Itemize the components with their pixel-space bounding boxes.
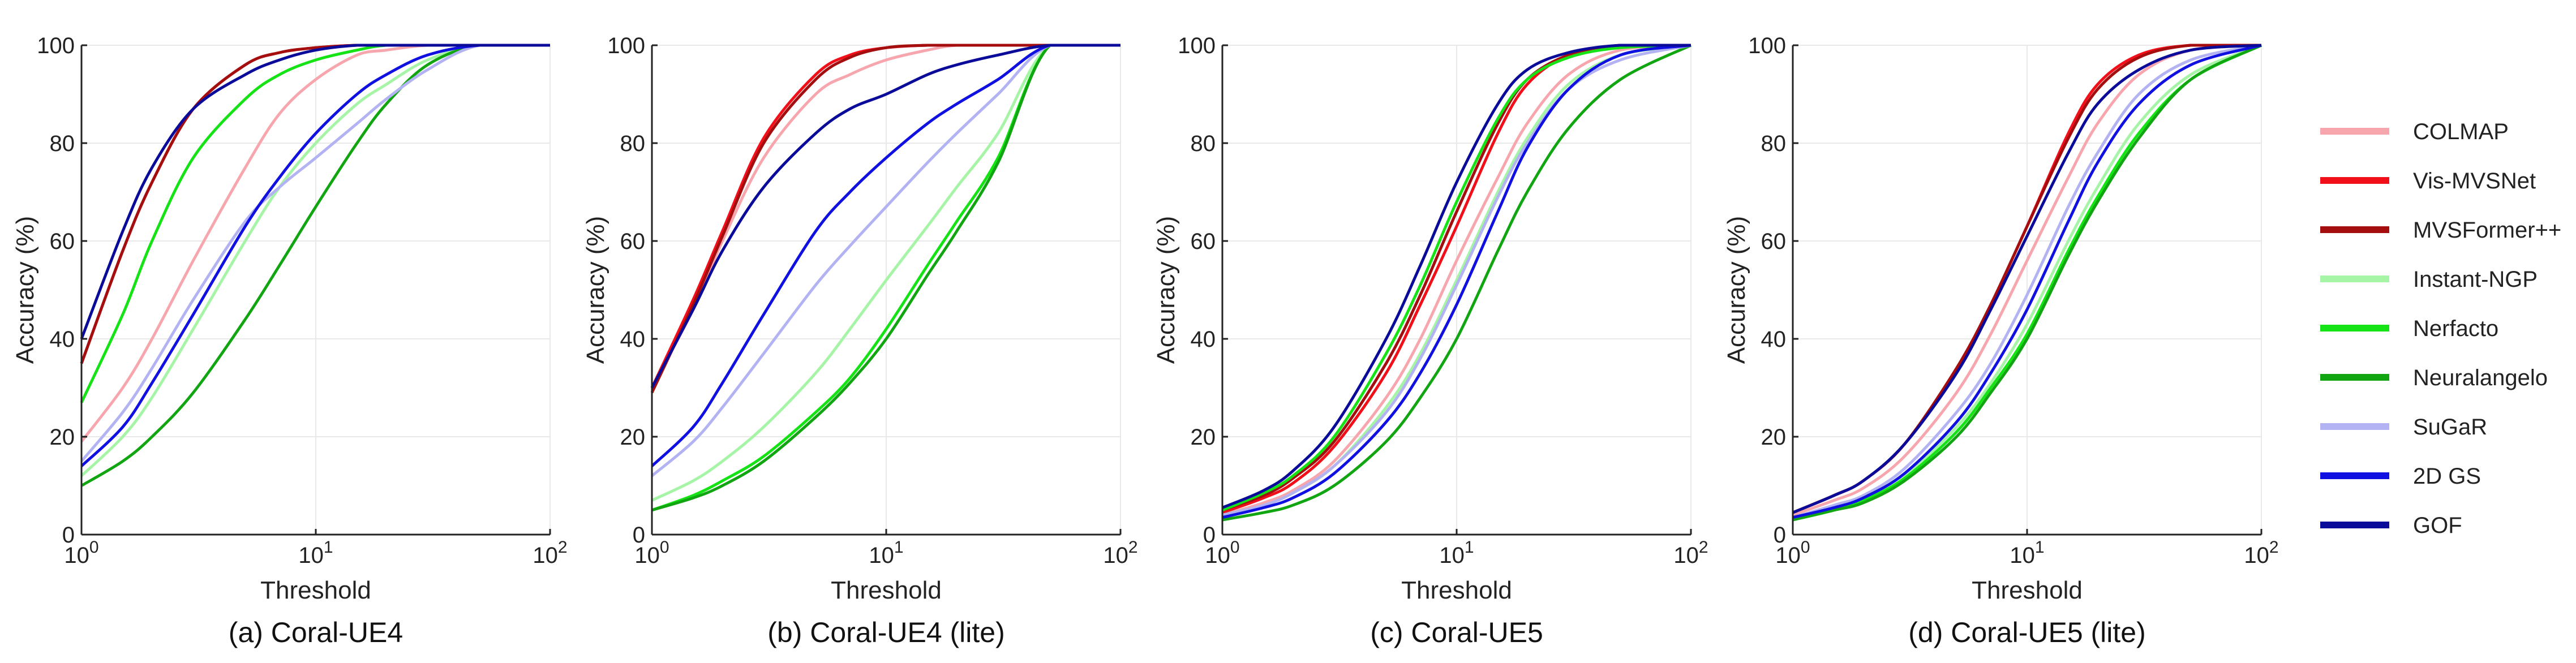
x-tick-label: 101	[1439, 538, 1474, 568]
y-axis-label: Accuracy (%)	[11, 216, 39, 364]
chart-panel-3: 0 20 40 60 80 100 100 101 102 Threshold Accuracy (…	[1152, 33, 1708, 648]
y-tick-label: 80	[50, 131, 75, 156]
y-tick-label: 60	[50, 229, 75, 254]
y-tick-label: 40	[1191, 327, 1216, 352]
chart-panel-1: 0 20 40 60 80 100 100 101 102 Threshold Accuracy (…	[11, 33, 568, 648]
x-tick-label: 100	[1775, 538, 1810, 568]
y-tick-label: 60	[1191, 229, 1216, 254]
series-line-neuralangelo	[80, 44, 550, 487]
y-tick-label: 100	[37, 33, 75, 58]
legend-label: GOF	[2413, 513, 2462, 538]
series-line-gof	[80, 44, 550, 339]
panel-caption: (b) Coral-UE4 (lite)	[767, 617, 1005, 648]
legend-label: MVSFormer++	[2413, 218, 2561, 243]
y-tick-label: 100	[1748, 33, 1786, 58]
series-line-sugar	[80, 44, 550, 462]
series-line-gof	[650, 44, 1120, 389]
series-line-gof	[1792, 44, 2262, 514]
x-tick-label: 102	[1103, 538, 1137, 568]
series-line-nerfacto	[1792, 44, 2262, 522]
series-line-gof	[1222, 44, 1691, 509]
legend-label: Instant-NGP	[2413, 267, 2538, 292]
x-tick-label: 101	[869, 538, 903, 568]
y-axis-label: Accuracy (%)	[1723, 216, 1750, 364]
x-axis-label: Threshold	[260, 576, 371, 604]
chart-panel-4: 0 20 40 60 80 100 100 101 102 Threshold Accuracy (…	[1723, 33, 2279, 648]
legend-label: Vis-MVSNet	[2413, 169, 2536, 193]
y-tick-label: 0	[633, 523, 645, 548]
series-line-sugar	[1792, 44, 2262, 519]
y-tick-label: 80	[1191, 131, 1216, 156]
panel-caption: (c) Coral-UE5	[1370, 617, 1543, 648]
series-line-sugar	[651, 44, 1120, 477]
y-tick-label: 100	[607, 33, 645, 58]
series-line-2d-gs	[1222, 44, 1691, 519]
y-axis-label: Accuracy (%)	[582, 216, 609, 364]
y-tick-label: 0	[1774, 523, 1786, 548]
y-tick-label: 0	[1203, 523, 1216, 548]
y-tick-label: 40	[620, 327, 646, 352]
legend-label: Nerfacto	[2413, 316, 2498, 341]
x-axis-label: Threshold	[1401, 576, 1512, 604]
x-tick-label: 102	[1673, 538, 1708, 568]
series-line-instant-ngp	[651, 44, 1120, 502]
x-tick-label: 101	[298, 538, 333, 568]
series-line-mvsformer-	[1222, 44, 1691, 512]
y-tick-label: 40	[1761, 327, 1787, 352]
y-tick-label: 20	[1191, 425, 1216, 450]
y-tick-label: 60	[1761, 229, 1787, 254]
panel-caption: (a) Coral-UE4	[229, 617, 403, 648]
x-axis-label: Threshold	[1972, 576, 2083, 604]
series-line-instant-ngp	[80, 44, 550, 477]
legend-label: COLMAP	[2413, 119, 2509, 144]
x-tick-label: 100	[634, 538, 669, 568]
x-tick-label: 102	[533, 538, 567, 568]
y-tick-label: 100	[1178, 33, 1216, 58]
x-tick-label: 100	[1205, 538, 1239, 568]
series-line-mvsformer-	[650, 44, 1120, 394]
y-tick-label: 20	[50, 425, 75, 450]
series-line-nerfacto	[1222, 44, 1691, 512]
x-tick-label: 100	[64, 538, 98, 568]
chart-panel-2: 0 20 40 60 80 100 100 101 102 Threshold Accuracy (…	[582, 33, 1138, 648]
series-line-2d-gs	[80, 44, 550, 467]
series-line-2d-gs	[651, 44, 1120, 467]
y-tick-label: 60	[620, 229, 646, 254]
x-axis-label: Threshold	[831, 576, 942, 604]
legend-label: 2D GS	[2413, 464, 2481, 489]
x-tick-label: 102	[2244, 538, 2278, 568]
series-line-neuralangelo	[651, 44, 1120, 512]
series-line-colmap	[1222, 44, 1691, 516]
legend-label: SuGaR	[2413, 415, 2487, 440]
y-tick-label: 20	[620, 425, 646, 450]
y-tick-label: 20	[1761, 425, 1787, 450]
series-line-neuralangelo	[1222, 44, 1692, 522]
series-line-2d-gs	[1792, 44, 2262, 519]
x-tick-label: 101	[2010, 538, 2044, 568]
legend: COLMAP Vis-MVSNet MVSFormer++ Instant-NGP Ne…	[2320, 119, 2561, 538]
panel-caption: (d) Coral-UE5 (lite)	[1908, 617, 2146, 648]
series-line-colmap	[1792, 44, 2262, 516]
legend-label: Neuralangelo	[2413, 365, 2548, 390]
y-tick-label: 40	[50, 327, 75, 352]
y-tick-label: 80	[620, 131, 646, 156]
y-tick-label: 0	[62, 523, 75, 548]
y-tick-label: 80	[1761, 131, 1787, 156]
y-axis-label: Accuracy (%)	[1152, 216, 1180, 364]
series-line-neuralangelo	[1792, 44, 2262, 522]
